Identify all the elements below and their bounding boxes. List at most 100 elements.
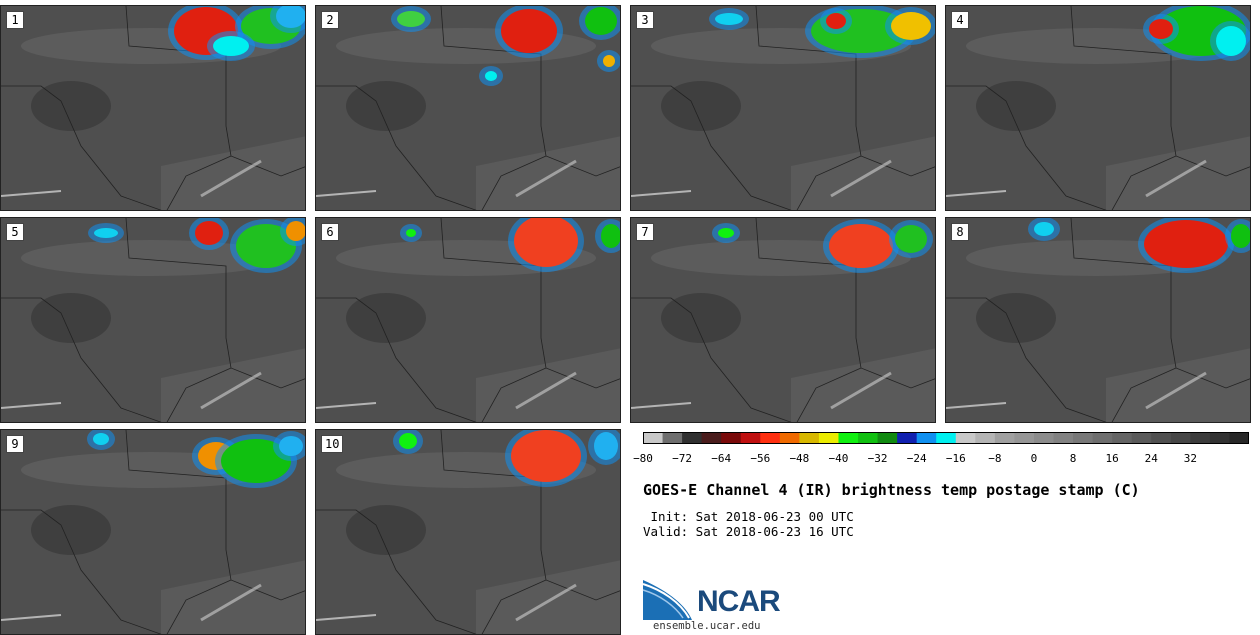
colorbar-tick-label: −64 — [711, 452, 732, 465]
panel-number: 6 — [321, 223, 339, 241]
colorbar-swatch — [975, 432, 996, 444]
colorbar-swatch — [1151, 432, 1172, 444]
colorbar-tick-label: −32 — [867, 452, 888, 465]
border-line — [631, 297, 792, 422]
panel-number: 8 — [951, 223, 969, 241]
cloud-streak — [316, 614, 377, 621]
border-line — [1, 85, 162, 210]
map-image — [946, 6, 1250, 210]
storm-cell — [514, 218, 578, 267]
storm-cell — [485, 71, 497, 81]
map-panel-1: 1 — [0, 5, 306, 211]
map-image — [1, 430, 305, 634]
coast-line — [166, 367, 232, 422]
map-image — [316, 6, 620, 210]
storm-cell — [603, 55, 615, 67]
map-panel-2: 2 — [315, 5, 621, 211]
colorbar-legend: −80 −72 −64 −56 −48 −40 −32 −24 −16 −8 0… — [633, 432, 1249, 465]
gulf-water — [161, 560, 305, 634]
map-image — [1, 218, 305, 422]
panel-number: 9 — [6, 435, 24, 453]
border-line — [1, 509, 162, 634]
map-panel-6: 6 — [315, 217, 621, 423]
cloud-streak — [515, 583, 577, 622]
coast-line — [166, 155, 232, 210]
colorbar-swatch — [779, 432, 800, 444]
storm-cell — [895, 225, 927, 253]
website-link[interactable]: ensemble.ucar.edu — [653, 620, 761, 632]
storm-cell — [213, 36, 249, 56]
cloud-streak — [515, 159, 577, 198]
colorbar-swatch — [1073, 432, 1094, 444]
colorbar-tick-label: −80 — [633, 452, 653, 465]
colorbar-swatch — [897, 432, 918, 444]
gulf-water — [791, 136, 935, 210]
colorbar-swatch — [1033, 432, 1055, 444]
map-panel-8: 8 — [945, 217, 1251, 423]
panel-number: 1 — [6, 11, 24, 29]
map-panel-10: 10 — [315, 429, 621, 635]
storm-cell — [585, 7, 617, 35]
colorbar-swatch — [1209, 432, 1230, 444]
state-line — [1070, 6, 1250, 177]
state-line — [125, 218, 305, 389]
colorbar-swatch — [1112, 432, 1133, 444]
cloud-streak — [1145, 371, 1207, 410]
map-panel-7: 7 — [630, 217, 936, 423]
colorbar-swatch — [1131, 432, 1152, 444]
storm-cell — [511, 430, 581, 482]
colorbar-tick-label: −40 — [828, 452, 849, 465]
state-line — [440, 6, 620, 177]
map-panel-3: 3 — [630, 5, 936, 211]
state-line — [440, 218, 620, 389]
colorbar-swatch — [721, 432, 742, 444]
map-image — [316, 430, 620, 634]
panel-number: 4 — [951, 11, 969, 29]
colorbar — [643, 432, 1249, 444]
storm-cell — [1231, 224, 1250, 248]
storm-cell — [279, 436, 303, 456]
storm-cell — [399, 433, 417, 449]
chart-title: GOES-E Channel 4 (IR) brightness temp po… — [643, 481, 1140, 499]
colorbar-swatch — [877, 432, 898, 444]
border-line — [631, 85, 792, 210]
cloud-streak — [200, 583, 262, 622]
colorbar-swatch — [662, 432, 683, 444]
colorbar-swatch — [1014, 432, 1035, 444]
storm-cell — [397, 11, 425, 27]
border-line — [1, 297, 162, 422]
border-line — [316, 85, 477, 210]
storm-cell — [501, 9, 557, 53]
cloud-streak — [946, 402, 1007, 409]
map-panel-4: 4 — [945, 5, 1251, 211]
state-line — [440, 430, 620, 601]
storm-cell — [891, 12, 931, 40]
map-image — [631, 218, 935, 422]
storm-cell — [93, 433, 109, 445]
colorbar-swatch — [955, 432, 976, 444]
cloud-streak — [1, 190, 62, 197]
cloud-streak — [316, 402, 377, 409]
ncar-logo-text: NCAR — [697, 585, 781, 618]
cloud-streak — [316, 190, 377, 197]
state-line — [1070, 218, 1250, 389]
coast-line — [1111, 367, 1177, 422]
cloud-streak — [631, 190, 692, 197]
map-image — [631, 6, 935, 210]
storm-cell — [276, 6, 305, 28]
cloud-streak — [1, 614, 62, 621]
storm-cell — [715, 13, 743, 25]
cloud-streak — [1, 402, 62, 409]
state-line — [125, 6, 305, 177]
colorbar-swatch — [818, 432, 839, 444]
map-image — [946, 218, 1250, 422]
map-panel-5: 5 — [0, 217, 306, 423]
storm-cell — [286, 221, 305, 241]
cloud-haze — [21, 240, 281, 276]
gulf-water — [476, 136, 620, 210]
coast-line — [481, 579, 547, 634]
ncar-logo-icon — [642, 580, 692, 620]
colorbar-tick-label: 16 — [1105, 452, 1119, 465]
colorbar-swatch — [916, 432, 937, 444]
colorbar-tick-label: 32 — [1183, 452, 1197, 465]
